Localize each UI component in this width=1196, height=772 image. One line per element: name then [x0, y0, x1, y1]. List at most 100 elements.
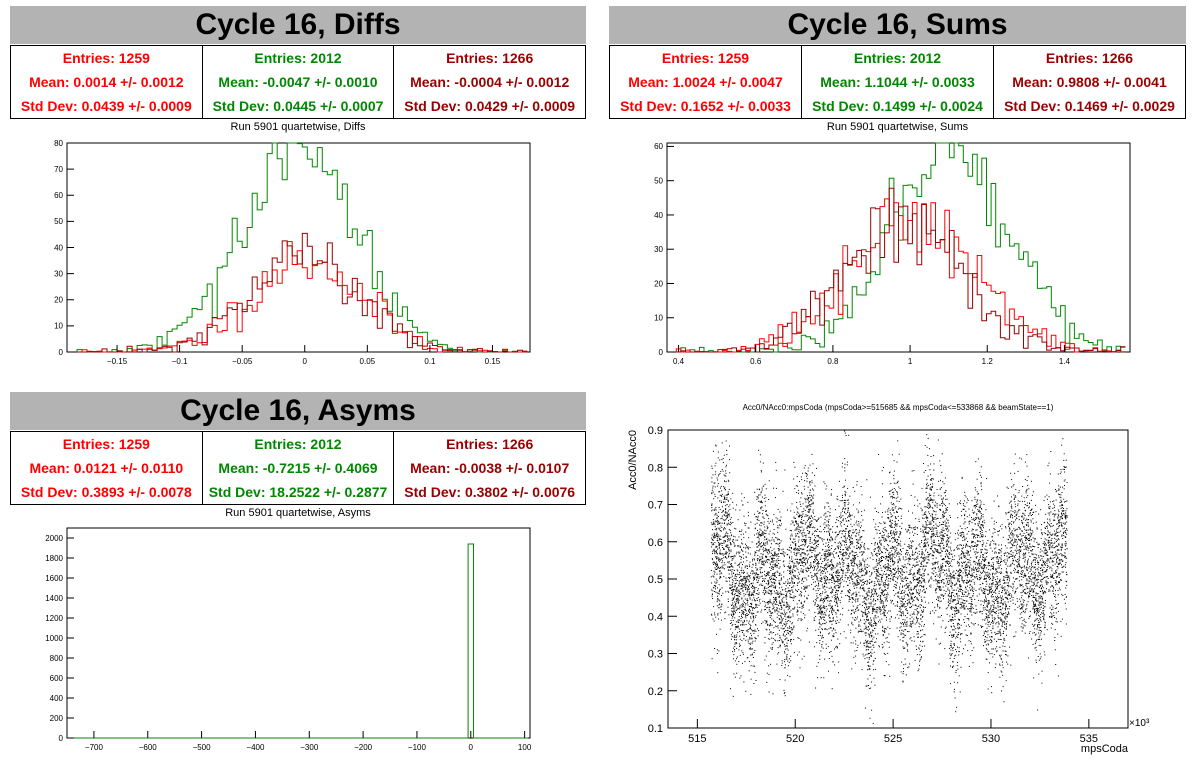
- scatter-point: [810, 537, 812, 539]
- scatter-point: [1005, 597, 1007, 599]
- scatter-point: [716, 534, 718, 536]
- scatter-point: [997, 626, 999, 628]
- scatter-point: [814, 604, 816, 606]
- scatter-point: [970, 643, 972, 645]
- scatter-point: [1038, 543, 1040, 545]
- scatter-point: [1049, 506, 1051, 508]
- y-tick-label: 80: [54, 139, 63, 148]
- scatter-point: [732, 632, 734, 634]
- scatter-point: [734, 643, 736, 645]
- scatter-point: [734, 555, 736, 557]
- scatter-point: [745, 588, 747, 590]
- scatter-point: [843, 540, 845, 542]
- scatter-point: [813, 617, 815, 619]
- scatter-point: [898, 570, 899, 572]
- scatter-point: [714, 585, 716, 587]
- scatter-point: [1065, 459, 1067, 461]
- scatter-point: [731, 589, 733, 591]
- scatter-point: [1027, 495, 1029, 497]
- scatter-point: [898, 556, 900, 558]
- scatter-point: [897, 561, 899, 563]
- scatter-point: [847, 511, 849, 513]
- scatter-point: [956, 665, 958, 667]
- scatter-point: [1047, 542, 1049, 544]
- sums-title: Cycle 16, Sums: [609, 6, 1186, 44]
- scatter-point: [952, 556, 953, 558]
- scatter-point: [950, 607, 952, 609]
- scatter-point: [861, 611, 863, 613]
- scatter-point: [797, 563, 799, 565]
- scatter-point: [972, 593, 974, 595]
- scatter-point: [838, 548, 839, 550]
- scatter-point: [932, 563, 934, 565]
- scatter-point: [1033, 591, 1035, 593]
- scatter-point: [792, 574, 794, 576]
- scatter-point: [986, 637, 988, 639]
- scatter-point: [722, 564, 724, 566]
- scatter-point: [743, 515, 745, 517]
- scatter-point: [854, 490, 856, 492]
- scatter-point: [932, 510, 934, 512]
- scatter-point: [774, 566, 776, 568]
- scatter-point: [1031, 623, 1033, 625]
- scatter-point: [947, 527, 949, 529]
- scatter-point: [958, 575, 960, 577]
- scatter-point: [732, 566, 734, 568]
- scatter-point: [1014, 557, 1016, 559]
- scatter-point: [812, 532, 814, 534]
- scatter-point: [965, 582, 967, 584]
- scatter-point: [828, 587, 830, 589]
- scatter-point: [796, 527, 798, 529]
- scatter-point: [842, 614, 844, 616]
- scatter-point: [931, 554, 933, 556]
- scatter-point: [881, 535, 883, 537]
- scatter-point: [833, 594, 835, 596]
- scatter-point: [971, 601, 973, 603]
- scatter-point: [1054, 580, 1056, 582]
- scatter-point: [780, 622, 782, 624]
- scatter-point: [710, 576, 712, 578]
- scatter-point: [849, 599, 851, 600]
- scatter-point: [868, 633, 870, 635]
- scatter-point: [1039, 584, 1041, 586]
- scatter-point: [936, 574, 938, 576]
- stat-std: Std Dev: 0.1499 +/- 0.0024: [812, 98, 983, 114]
- scatter-point: [864, 632, 866, 634]
- scatter-point: [961, 550, 962, 552]
- scatter-point: [983, 592, 985, 594]
- scatter-point: [939, 460, 941, 462]
- scatter-point: [771, 612, 773, 614]
- scatter-point: [909, 582, 911, 584]
- scatter-point: [867, 640, 869, 642]
- scatter-point: [1029, 565, 1031, 567]
- scatter-point: [766, 539, 768, 540]
- scatter-point: [833, 580, 835, 582]
- scatter-point: [914, 609, 916, 611]
- scatter-point: [819, 594, 821, 596]
- scatter-point: [923, 533, 925, 535]
- scatter-point: [1024, 478, 1026, 480]
- scatter-point: [1037, 547, 1039, 548]
- scatter-point: [1047, 554, 1049, 556]
- scatter-point: [884, 597, 886, 599]
- scatter-point: [980, 589, 982, 591]
- scatter-point: [984, 589, 986, 591]
- scatter-point: [1032, 518, 1034, 520]
- scatter-point: [1041, 682, 1043, 684]
- scatter-point: [766, 514, 768, 516]
- scatter-point: [964, 555, 966, 557]
- scatter-point: [811, 480, 813, 482]
- scatter-point: [789, 590, 791, 592]
- scatter-point: [1055, 538, 1057, 540]
- scatter-point: [732, 539, 734, 541]
- scatter-point: [797, 619, 799, 621]
- scatter-point: [941, 453, 943, 455]
- scatter-point: [1038, 621, 1040, 623]
- scatter-point: [967, 554, 969, 556]
- scatter-point: [826, 564, 828, 566]
- scatter-point: [1036, 585, 1038, 587]
- scatter-point: [790, 609, 792, 611]
- scatter-point: [1049, 524, 1051, 526]
- scatter-point: [725, 464, 727, 466]
